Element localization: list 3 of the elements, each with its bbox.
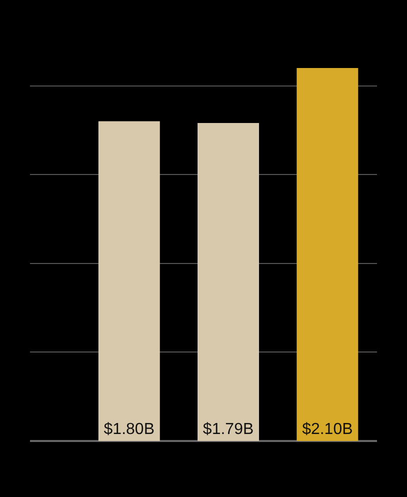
data-label: $1.79B (202, 421, 254, 438)
data-label: $1.80B (104, 421, 155, 438)
data-label: $2.10B (302, 421, 353, 438)
